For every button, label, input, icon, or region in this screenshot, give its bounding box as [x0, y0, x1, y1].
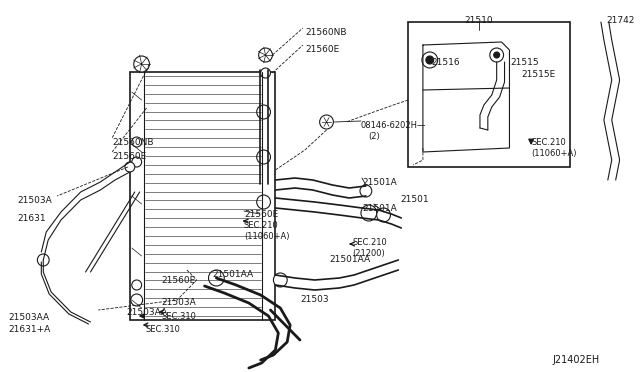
Text: SEC.210: SEC.210: [352, 238, 387, 247]
Text: 21501AA: 21501AA: [212, 270, 253, 279]
Text: 21503A: 21503A: [161, 298, 196, 307]
Circle shape: [360, 185, 372, 197]
Text: 21503A: 21503A: [18, 196, 52, 205]
Text: 21515E: 21515E: [521, 70, 556, 79]
Circle shape: [209, 270, 224, 286]
Text: SEC.210: SEC.210: [244, 221, 278, 230]
Text: 21631: 21631: [18, 214, 46, 223]
Circle shape: [377, 208, 390, 222]
Text: 21503: 21503: [300, 295, 328, 304]
Circle shape: [259, 48, 273, 62]
Bar: [408, 22, 570, 167]
Circle shape: [260, 68, 271, 78]
Text: 21510: 21510: [465, 16, 493, 25]
Text: 21501: 21501: [400, 195, 429, 204]
Text: 21560E: 21560E: [244, 210, 278, 219]
Circle shape: [319, 115, 333, 129]
Text: 21742: 21742: [607, 16, 636, 25]
Text: (2): (2): [368, 132, 380, 141]
Text: 21560E: 21560E: [161, 276, 196, 285]
Circle shape: [361, 205, 377, 221]
Text: 21501A: 21501A: [362, 178, 397, 187]
Text: 21560NB: 21560NB: [305, 28, 346, 37]
Text: SEC.310: SEC.310: [145, 325, 180, 334]
Text: 21503AA: 21503AA: [8, 313, 49, 322]
Text: 21516: 21516: [432, 58, 460, 67]
Text: (11060+A): (11060+A): [531, 149, 577, 158]
Text: 21515: 21515: [511, 58, 539, 67]
Circle shape: [493, 52, 500, 58]
Circle shape: [37, 254, 49, 266]
Circle shape: [257, 195, 271, 209]
Text: 21501A: 21501A: [362, 204, 397, 213]
Circle shape: [132, 137, 141, 147]
Text: J21402EH: J21402EH: [553, 355, 600, 365]
Circle shape: [257, 105, 271, 119]
Circle shape: [422, 52, 438, 68]
Circle shape: [134, 56, 150, 72]
Text: 21560NB: 21560NB: [112, 138, 154, 147]
Text: 21631+A: 21631+A: [8, 325, 50, 334]
Circle shape: [132, 157, 141, 167]
Text: 21560E: 21560E: [305, 45, 339, 54]
Circle shape: [490, 48, 504, 62]
Circle shape: [131, 294, 143, 306]
Circle shape: [426, 56, 434, 64]
Text: 21560E: 21560E: [112, 152, 147, 161]
Text: (21200): (21200): [352, 249, 385, 258]
Circle shape: [273, 273, 287, 287]
Text: SEC.310: SEC.310: [161, 312, 196, 321]
Bar: [130, 72, 275, 320]
Text: 21501AA: 21501AA: [330, 255, 371, 264]
Circle shape: [257, 150, 271, 164]
Text: 21503AA: 21503AA: [126, 308, 167, 317]
Text: 08146-6202H—: 08146-6202H—: [361, 121, 426, 130]
Circle shape: [125, 162, 135, 172]
Text: (11060+A): (11060+A): [244, 232, 289, 241]
Text: SEC.210: SEC.210: [531, 138, 566, 147]
